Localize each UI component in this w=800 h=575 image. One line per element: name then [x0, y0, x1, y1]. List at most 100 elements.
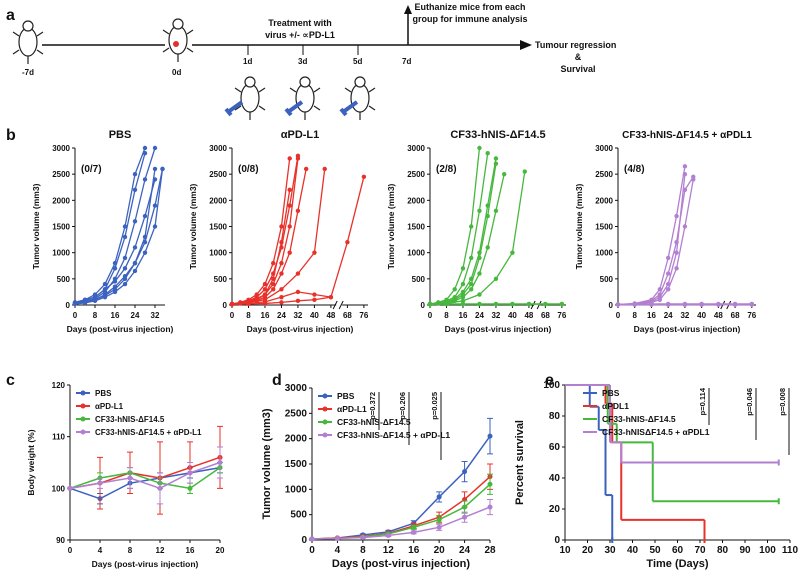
p-value: p=0.206 — [398, 392, 407, 420]
chart-title: CF33-hNIS-ΔF14.5 + αPDL1 — [622, 130, 752, 141]
x-tick-label: 32 — [293, 311, 302, 320]
point — [152, 203, 158, 208]
y-tick-label: 110 — [52, 433, 65, 442]
point — [102, 287, 108, 292]
point — [287, 203, 292, 208]
outcome-label: Survival — [560, 64, 595, 74]
point — [487, 481, 493, 487]
point — [411, 529, 417, 535]
mouse-icon — [289, 76, 321, 121]
x-tick-label: 20 — [434, 545, 446, 556]
y-tick-label: 2500 — [595, 170, 613, 179]
timepoint: -7d — [22, 68, 34, 77]
point — [462, 469, 468, 475]
point — [312, 292, 317, 297]
point — [271, 276, 276, 282]
y-tick-label: 1500 — [52, 223, 70, 232]
y-tick-label: 500 — [412, 275, 426, 284]
y-tick-label: 3000 — [595, 144, 613, 153]
y-tick-label: 2500 — [407, 170, 425, 179]
legend-label: αPD-L1 — [337, 404, 367, 414]
point — [217, 460, 223, 465]
euthanize-label: group for immune analysis — [412, 14, 527, 24]
timepoint: 5d — [353, 57, 362, 66]
x-tick-label: 20 — [582, 545, 594, 556]
point — [460, 294, 466, 300]
x-tick-label: 16 — [186, 546, 195, 555]
y-tick-label: 500 — [57, 275, 71, 284]
y-tick-label: 2000 — [407, 196, 425, 205]
point — [287, 187, 292, 193]
point — [279, 240, 284, 245]
point — [142, 234, 148, 240]
x-tick-label: 40 — [310, 311, 319, 320]
point — [334, 535, 340, 541]
legend-label: CF33-hNIS-ΔF14.5 — [95, 415, 165, 424]
chart-title: αPD-L1 — [281, 129, 320, 141]
point — [460, 302, 466, 307]
x-axis-label: Days (post-virus injection) — [332, 558, 470, 570]
legend-label: PBS — [602, 388, 620, 398]
mouse-icon — [12, 20, 44, 65]
point — [142, 213, 148, 219]
point — [477, 292, 482, 297]
y-tick-label: 1500 — [595, 223, 613, 232]
point — [469, 281, 474, 287]
legend-label: CF33-hNISΔF14.5 + αPDL1 — [602, 427, 710, 437]
legend-label: PBS — [337, 391, 355, 401]
series-line — [231, 176, 365, 306]
p-value: p=0.008 — [778, 388, 787, 416]
series-line — [311, 483, 491, 540]
x-tick-label: 16 — [111, 311, 120, 320]
x-tick-label: 12 — [156, 546, 165, 555]
x-tick-label: 48 — [714, 311, 723, 320]
y-tick-label: 500 — [290, 510, 307, 521]
x-tick-label: 70 — [694, 545, 706, 556]
point — [469, 224, 474, 229]
y-axis-label: Body weight (%) — [26, 429, 36, 495]
x-tick-label: 16 — [261, 311, 270, 320]
point — [152, 145, 158, 151]
y-tick-label: 2000 — [209, 196, 227, 205]
series-line — [311, 435, 491, 540]
y-tick-label: 60 — [549, 442, 561, 453]
point — [493, 302, 499, 307]
y-tick-label: 20 — [549, 504, 561, 515]
mouse-icon — [234, 76, 266, 121]
legend-marker — [322, 393, 328, 399]
point — [493, 161, 499, 166]
point — [262, 301, 268, 306]
x-tick-label: 40 — [697, 311, 706, 320]
point — [462, 514, 468, 520]
point — [132, 187, 138, 193]
schematic: -7d 0d 1d 3d 5d 7d Treatment with virus … — [12, 2, 616, 121]
y-tick-label: 2500 — [209, 170, 227, 179]
point — [303, 166, 309, 172]
point — [295, 208, 301, 213]
point — [716, 302, 721, 307]
point — [501, 171, 507, 177]
point — [279, 294, 284, 300]
point — [460, 281, 466, 287]
point — [477, 271, 482, 276]
x-tick-label: 24 — [475, 311, 484, 320]
point — [122, 234, 128, 240]
point — [122, 266, 128, 271]
panel-label: d — [272, 372, 282, 389]
point — [436, 494, 442, 500]
arrow-head — [404, 5, 412, 14]
point — [295, 298, 301, 304]
y-tick-label: 1500 — [285, 459, 308, 470]
y-tick-label: 3000 — [52, 144, 70, 153]
x-tick-label: 0 — [73, 311, 78, 320]
point — [97, 480, 103, 486]
timepoint: 0d — [172, 68, 181, 77]
p-value: p=0.046 — [745, 388, 754, 416]
y-tick-label: 90 — [56, 536, 65, 545]
point — [632, 302, 637, 307]
series-line — [74, 168, 164, 305]
x-tick-label: 20 — [216, 546, 225, 555]
x-tick-label: 24 — [459, 545, 471, 556]
point — [152, 166, 158, 172]
